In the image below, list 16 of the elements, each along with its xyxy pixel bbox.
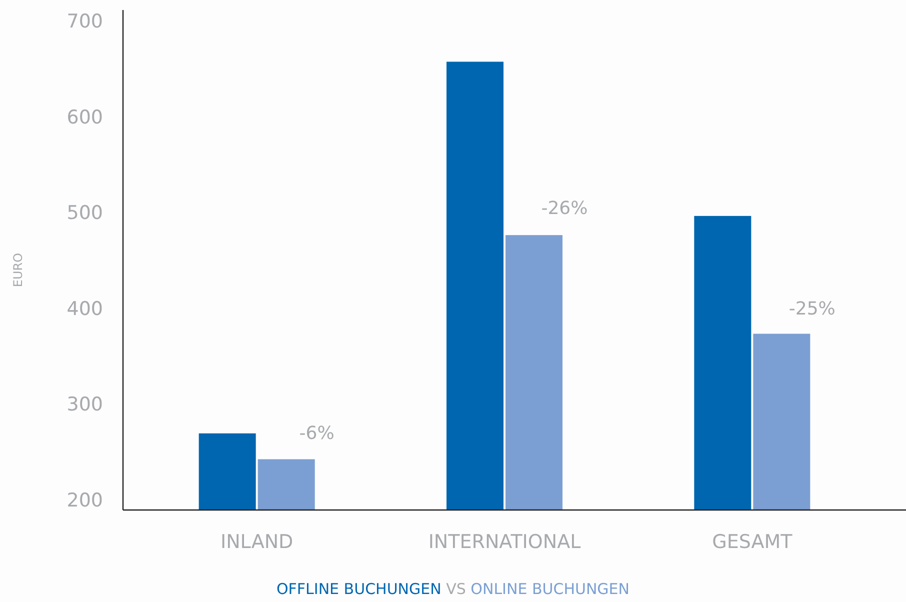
text: ONLINE BUCHUNGEN [470, 580, 630, 598]
text: OFFLINE BUCHUNGEN [276, 580, 442, 598]
y-tick-label: 300 [66, 394, 103, 416]
annotation: -6% [299, 422, 334, 444]
y-tick-label: 500 [66, 202, 103, 224]
y-tick-label: 700 [66, 10, 103, 32]
y-tick-label: 200 [66, 489, 103, 512]
annotation: -26% [541, 198, 588, 219]
x-tick-label: INTERNATIONAL [428, 531, 582, 553]
x-tick-label: INLAND [220, 531, 294, 553]
annotation: -25% [788, 298, 836, 320]
text: VS [441, 580, 471, 598]
y-axis-title: EURO [11, 252, 25, 288]
y-tick-label: 600 [66, 106, 103, 128]
y-tick-label: 400 [66, 298, 103, 320]
x-tick-label: GESAMT [712, 531, 793, 553]
